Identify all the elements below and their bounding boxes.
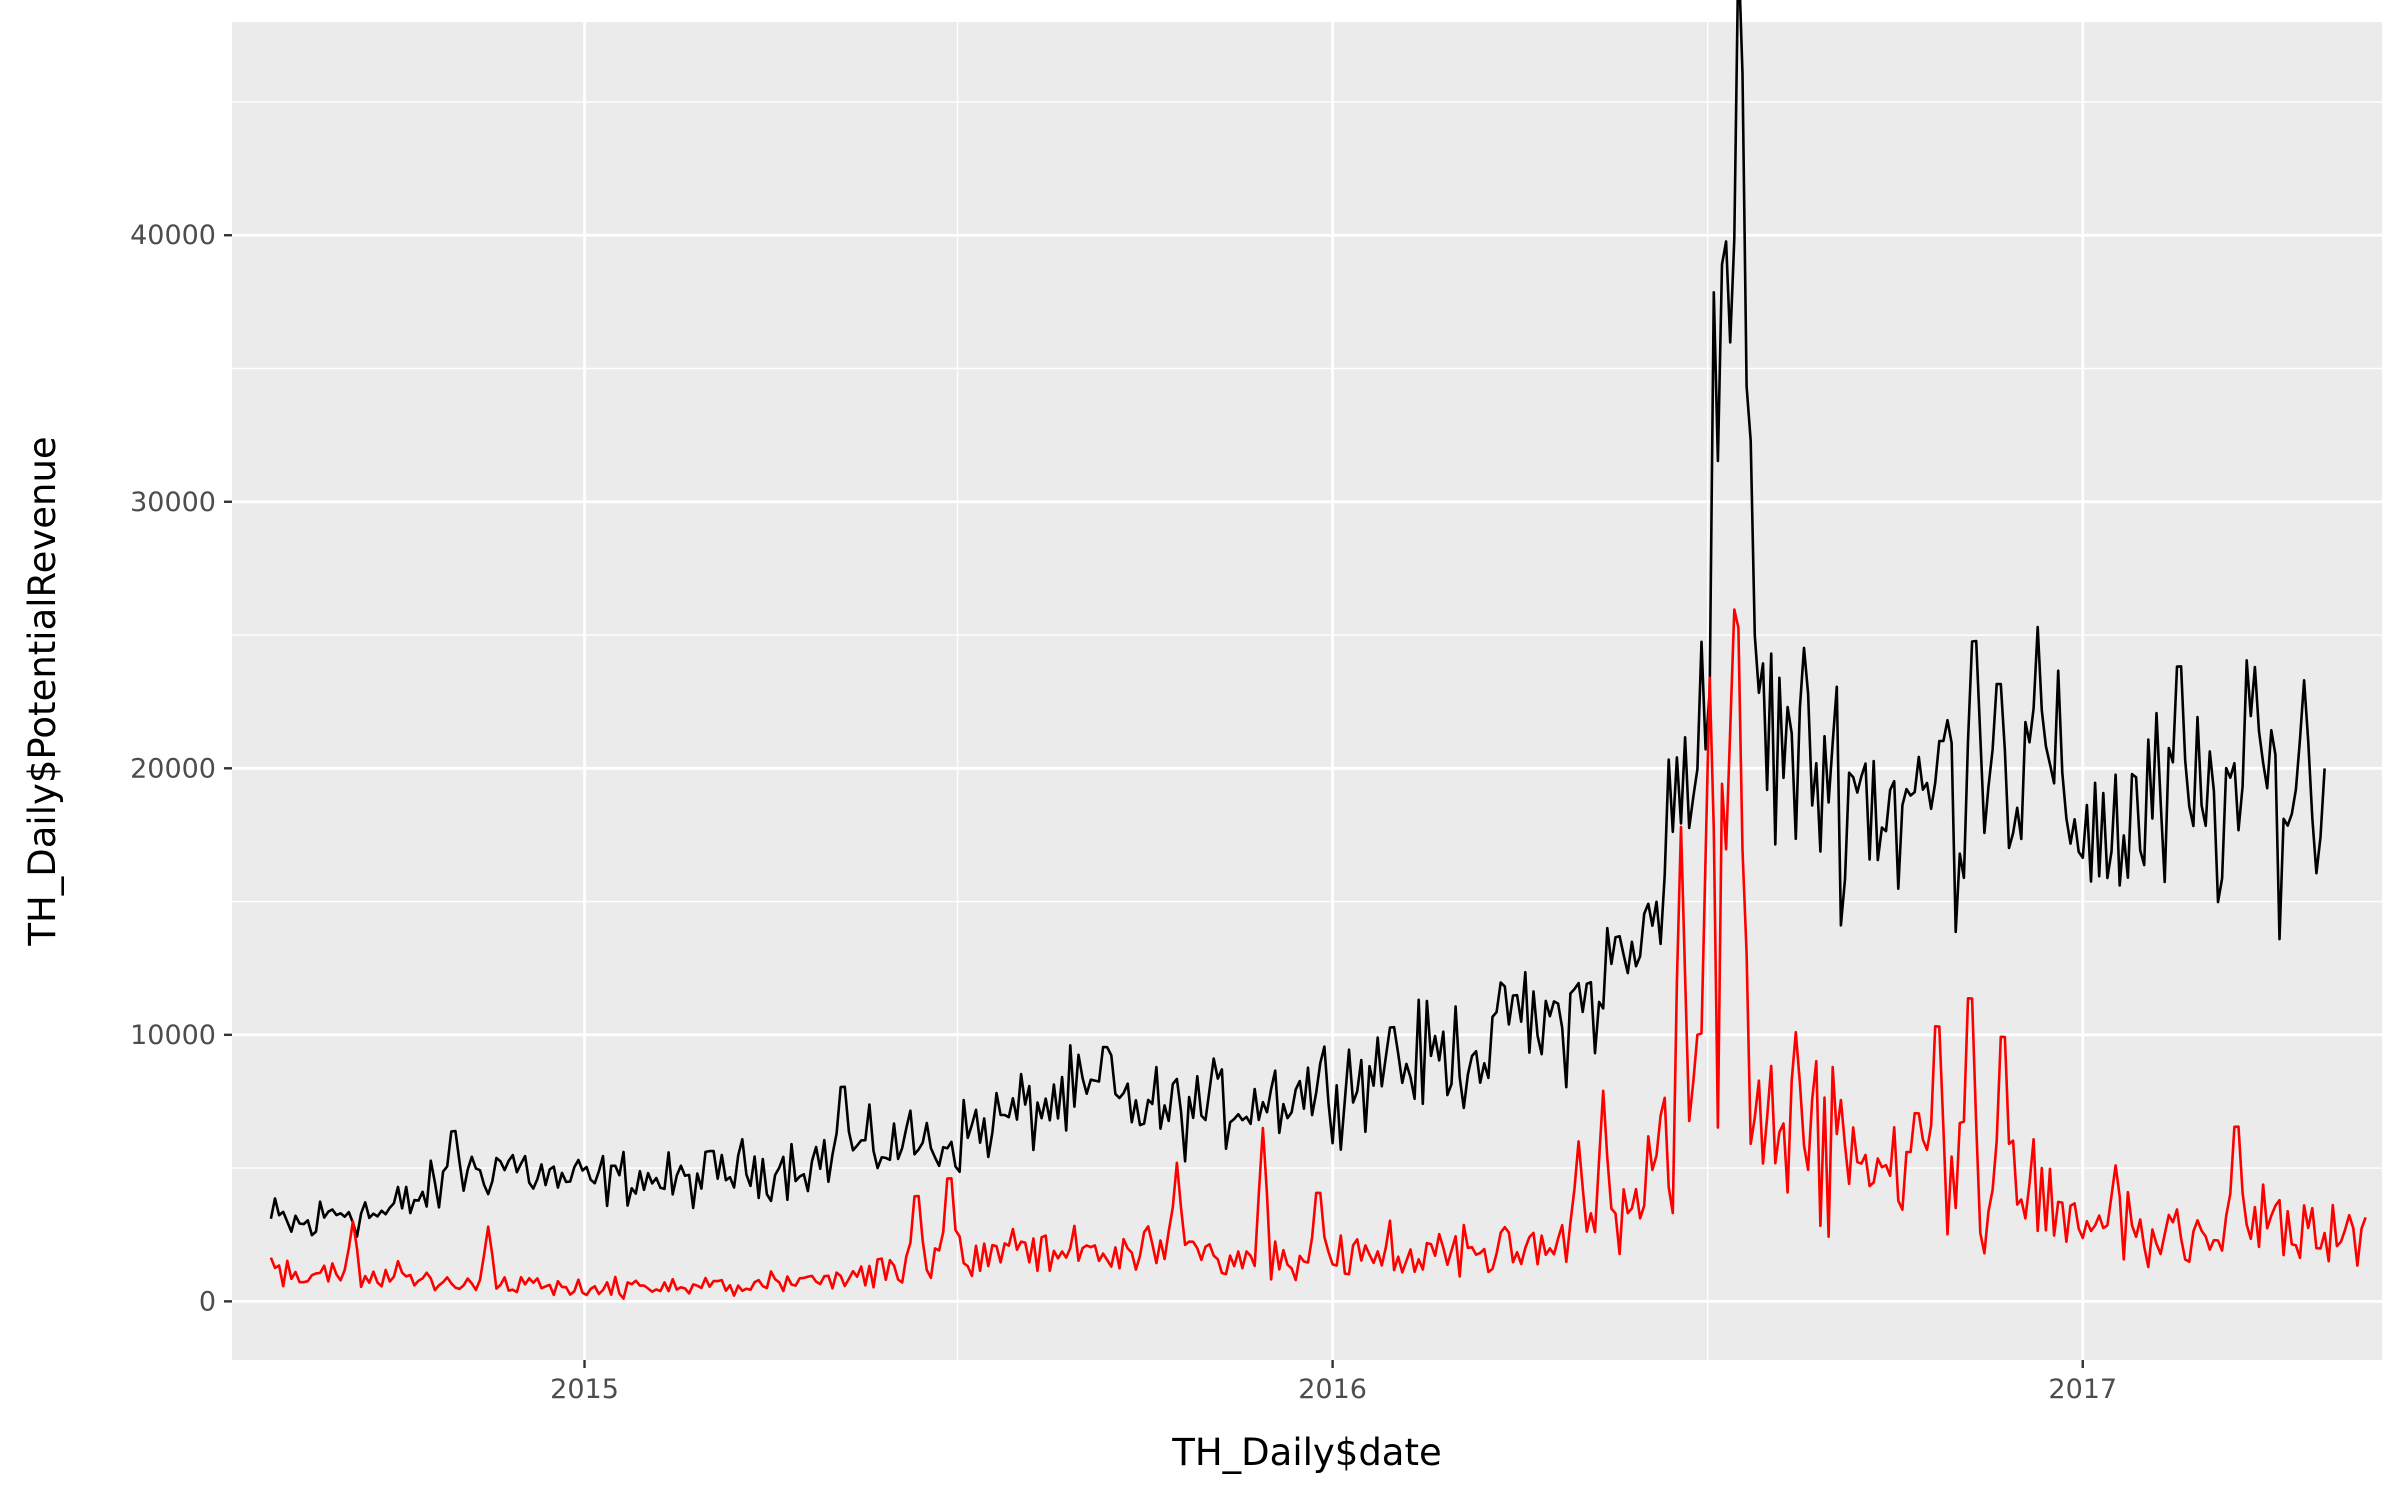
y-tick-label: 20000 [130,753,216,784]
minor-gridlines [208,22,2382,1360]
series-layer [269,0,2367,1300]
series-line-black [269,0,2326,1238]
y-axis-title: TH_Daily$PotentialRevenue [21,436,64,946]
y-tick-label: 10000 [130,1020,216,1051]
plot-panel [232,22,2382,1360]
series-line-red [269,608,2367,1300]
x-tick-label: 2016 [1298,1374,1367,1405]
y-tick-label: 30000 [130,487,216,518]
y-tick-label: 0 [199,1286,216,1317]
axis-ticks [224,234,2084,1368]
tick-labels: 0 10000 20000 30000 40000 2015 2016 2017 [130,220,2117,1405]
x-tick-label: 2017 [2048,1374,2117,1405]
x-axis-title: TH_Daily$date [1171,1431,1442,1474]
x-tick-label: 2015 [550,1374,619,1405]
y-tick-label: 40000 [130,220,216,251]
